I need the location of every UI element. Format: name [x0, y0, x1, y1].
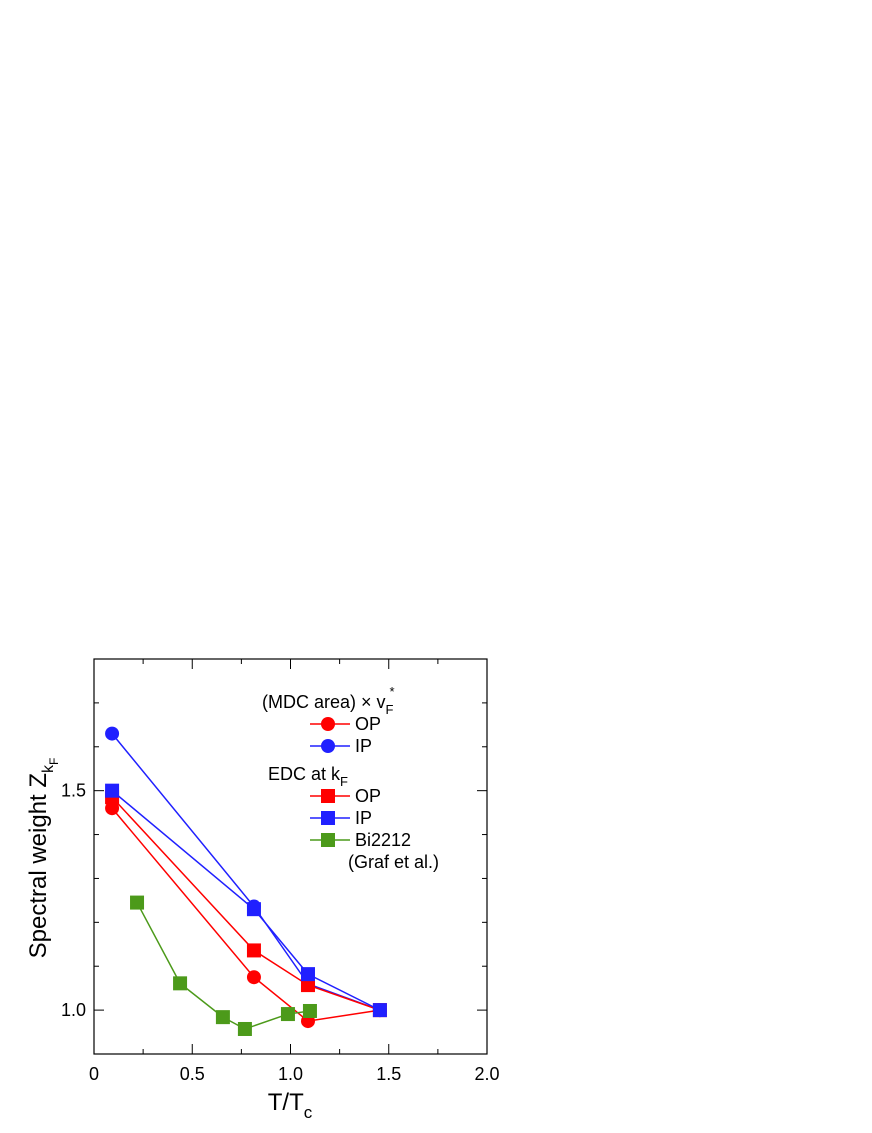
series-line — [111, 790, 381, 1011]
text-part: T/T — [268, 1089, 304, 1116]
y-axis-label: Spectral weight ZkF — [25, 758, 61, 959]
point — [246, 902, 261, 917]
point — [300, 967, 315, 982]
point — [105, 783, 120, 798]
legend-label: Bi2212 — [355, 830, 411, 850]
series-line — [111, 796, 381, 1011]
text-part: Spectral weight Z — [25, 773, 52, 958]
text-part: c — [304, 1103, 313, 1122]
point — [105, 801, 120, 816]
point — [372, 1003, 387, 1018]
x-tick-label: 0 — [89, 1064, 99, 1084]
legend-label: OP — [355, 714, 381, 734]
x-tick-label: 0.5 — [180, 1064, 205, 1084]
legend-marker — [321, 739, 335, 753]
legend-marker — [321, 717, 335, 731]
legend-header: (MDC area) × vF * — [262, 684, 395, 717]
point — [105, 726, 120, 741]
text-part: F — [47, 758, 61, 765]
series-line — [111, 807, 381, 1022]
point — [130, 895, 145, 910]
legend-marker — [321, 811, 335, 825]
y-tick-label: 1.5 — [61, 781, 86, 801]
text-part: F — [386, 702, 394, 717]
x-tick-label: 1.0 — [278, 1064, 303, 1084]
point — [246, 970, 261, 985]
text-part: (MDC area) × v — [262, 692, 386, 712]
legend-marker — [321, 789, 335, 803]
point — [300, 978, 315, 993]
y-tick-label: 1.0 — [61, 1000, 86, 1020]
text-part: * — [389, 684, 394, 699]
text-part: k — [40, 764, 57, 773]
point — [173, 976, 188, 991]
legend-marker — [321, 833, 335, 847]
text-part: EDC at k — [268, 764, 341, 784]
point — [246, 943, 261, 958]
x-tick-label: 1.5 — [376, 1064, 401, 1084]
text-part: F — [340, 774, 348, 789]
x-axis-label: T/Tc — [268, 1089, 313, 1122]
legend-header: EDC at kF — [268, 764, 348, 789]
legend-label: IP — [355, 736, 372, 756]
x-tick-label: 2.0 — [474, 1064, 499, 1084]
point — [280, 1007, 295, 1022]
point — [302, 1003, 317, 1018]
legend-note: (Graf et al.) — [348, 852, 439, 872]
point — [215, 1010, 230, 1025]
legend-label: OP — [355, 786, 381, 806]
legend-label: IP — [355, 808, 372, 828]
point — [237, 1021, 252, 1036]
